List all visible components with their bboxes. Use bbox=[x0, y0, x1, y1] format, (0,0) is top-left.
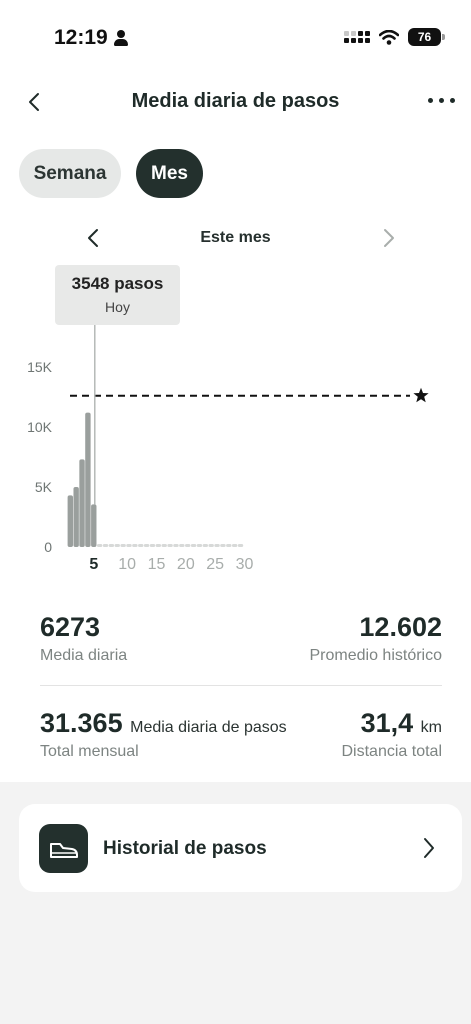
steps-chart[interactable]: 0 5K 10K 15K 5 10 15 20 25 30 3548 pasos Hoy bbox=[0, 255, 471, 585]
chart-bar-empty bbox=[155, 544, 162, 547]
chart-bar-empty bbox=[220, 544, 226, 547]
chart-bar bbox=[85, 412, 91, 547]
tooltip-label: Hoy bbox=[105, 299, 130, 315]
x-tick-label: 5 bbox=[89, 556, 98, 573]
chart-bar-empty bbox=[190, 544, 197, 547]
historic-average-value: 12.602 bbox=[359, 612, 442, 642]
chart-bar-empty bbox=[231, 544, 238, 547]
period-label: Este mes bbox=[200, 229, 271, 246]
chart-bar bbox=[73, 487, 79, 547]
chart-bar bbox=[67, 495, 73, 547]
page-title: Media diaria de pasos bbox=[131, 90, 340, 112]
distance-value: 31,4 km bbox=[361, 708, 442, 739]
x-tick-label: 10 bbox=[118, 556, 136, 573]
status-icons: 76 bbox=[344, 28, 445, 46]
chart-canvas[interactable]: 0 5K 10K 15K 5 10 15 20 25 30 bbox=[0, 255, 471, 585]
previous-period-icon[interactable] bbox=[84, 228, 102, 248]
chart-bar-empty bbox=[114, 544, 120, 547]
distance-unit: km bbox=[420, 719, 442, 736]
chart-bar-empty bbox=[138, 544, 144, 547]
x-tick-label: 20 bbox=[177, 556, 195, 573]
chart-bar-empty bbox=[185, 544, 191, 547]
chart-bar-empty bbox=[167, 544, 173, 547]
shoe-icon bbox=[39, 824, 88, 873]
stats-divider bbox=[40, 685, 442, 686]
monthly-total-label: Total mensual bbox=[40, 743, 139, 760]
daily-average-value: 6273 bbox=[40, 612, 101, 642]
tab-week[interactable]: Semana bbox=[19, 149, 121, 198]
time-text: 12:19 bbox=[54, 26, 108, 49]
daily-average-label: Media diaria bbox=[40, 647, 128, 664]
next-period-icon[interactable] bbox=[380, 228, 398, 248]
more-options-icon[interactable] bbox=[428, 98, 455, 103]
chart-bar-empty bbox=[208, 544, 214, 547]
monthly-total-number: 31.365 bbox=[40, 708, 123, 738]
chart-bar-empty bbox=[149, 544, 156, 547]
cellular-signal-icon bbox=[344, 31, 370, 43]
battery-level: 76 bbox=[417, 30, 432, 44]
battery-icon: 76 bbox=[408, 28, 445, 46]
tooltip-value: 3548 pasos bbox=[71, 274, 164, 293]
chart-bar-empty bbox=[196, 544, 203, 547]
chevron-right-icon bbox=[424, 838, 434, 858]
chart-bar bbox=[79, 459, 85, 547]
main-panel bbox=[0, 0, 471, 782]
chart-bar-empty bbox=[120, 544, 126, 547]
chart-bar-empty bbox=[202, 544, 209, 547]
x-tick-label: 15 bbox=[148, 556, 166, 573]
chart-bar-empty bbox=[237, 544, 244, 547]
monthly-total-suffix: Media diaria de pasos bbox=[130, 719, 287, 736]
chart-bar-empty bbox=[179, 544, 185, 547]
chart-bar-empty bbox=[143, 544, 150, 547]
y-tick-label: 0 bbox=[44, 539, 52, 555]
chart-bar-empty bbox=[96, 544, 103, 547]
chart-bar-empty bbox=[161, 544, 167, 547]
chart-tooltip: 3548 pasos Hoy bbox=[55, 265, 180, 325]
tab-month[interactable]: Mes bbox=[136, 149, 203, 198]
back-arrow-icon[interactable] bbox=[24, 92, 44, 112]
card-label: Historial de pasos bbox=[103, 838, 267, 859]
monthly-total-value: 31.365 Media diaria de pasos bbox=[40, 708, 287, 739]
wifi-icon bbox=[379, 29, 399, 45]
steps-history-card[interactable]: Historial de pasos bbox=[19, 804, 462, 892]
chart-bar-empty bbox=[214, 544, 220, 547]
chart-bar-empty bbox=[108, 544, 115, 547]
chart-bar-empty bbox=[226, 544, 232, 547]
chart-bar-empty bbox=[132, 544, 138, 547]
chart-bar-empty bbox=[126, 544, 132, 547]
distance-number: 31,4 bbox=[360, 708, 414, 738]
x-tick-label: 30 bbox=[236, 556, 254, 573]
chart-bar-empty bbox=[173, 544, 179, 547]
goal-star-icon bbox=[413, 387, 429, 403]
chart-bar-empty bbox=[102, 544, 109, 547]
distance-label: Distancia total bbox=[341, 743, 443, 760]
historic-average-label: Promedio histórico bbox=[309, 647, 443, 664]
status-time: 12:19 bbox=[54, 26, 128, 50]
y-tick-label: 10K bbox=[27, 419, 53, 435]
y-tick-label: 5K bbox=[35, 479, 53, 495]
y-tick-label: 15K bbox=[27, 359, 53, 375]
chart-bar bbox=[91, 504, 97, 547]
x-tick-label: 25 bbox=[206, 556, 224, 573]
person-icon bbox=[113, 30, 128, 46]
